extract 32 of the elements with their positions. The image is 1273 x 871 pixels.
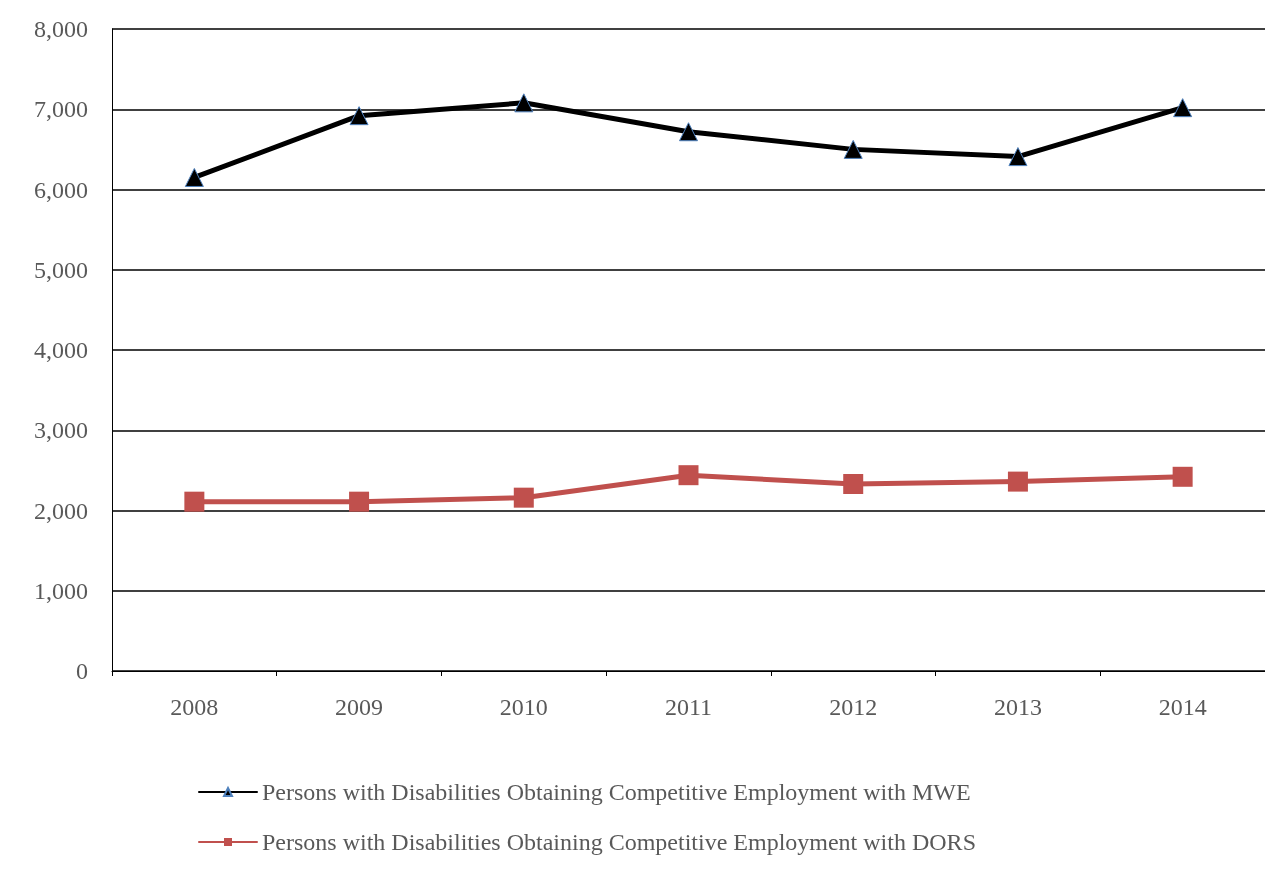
x-tick-label: 2010	[499, 694, 548, 720]
point	[1008, 147, 1028, 167]
point	[349, 106, 369, 126]
x-tick-label: 2011	[664, 694, 713, 720]
point	[1173, 98, 1193, 118]
point	[1007, 471, 1028, 492]
y-tick-label: 2,000	[34, 497, 88, 524]
y-tick-label: 8,000	[34, 16, 88, 42]
point	[679, 122, 698, 142]
y-tick-label: 6,000	[34, 176, 88, 203]
point	[1172, 466, 1193, 487]
legend-label: Persons with Disabilities Obtaining Competitive Employment with MWE	[262, 779, 971, 805]
y-tick-label: 5,000	[34, 256, 88, 283]
y-tick-label: 7,000	[34, 96, 88, 123]
x-tick-label: 2009	[335, 694, 384, 720]
x-tick-label: 2008	[170, 694, 219, 720]
x-tick-label: 2013	[993, 694, 1042, 720]
legend-label: Persons with Disabilities Obtaining Competitive Employment with DORS	[262, 829, 976, 855]
point	[678, 465, 699, 486]
point	[843, 139, 863, 159]
point	[349, 491, 370, 512]
point	[513, 487, 534, 508]
point	[514, 93, 534, 113]
y-tick-label: 0	[76, 658, 88, 684]
point	[184, 167, 204, 187]
point	[184, 491, 205, 512]
y-tick-label: 4,000	[34, 337, 88, 363]
y-tick-label: 1,000	[34, 577, 88, 604]
point	[843, 474, 864, 495]
x-tick-label: 2014	[1158, 694, 1207, 720]
x-tick-label: 2012	[829, 694, 878, 720]
y-tick-label: 3,000	[34, 417, 88, 444]
